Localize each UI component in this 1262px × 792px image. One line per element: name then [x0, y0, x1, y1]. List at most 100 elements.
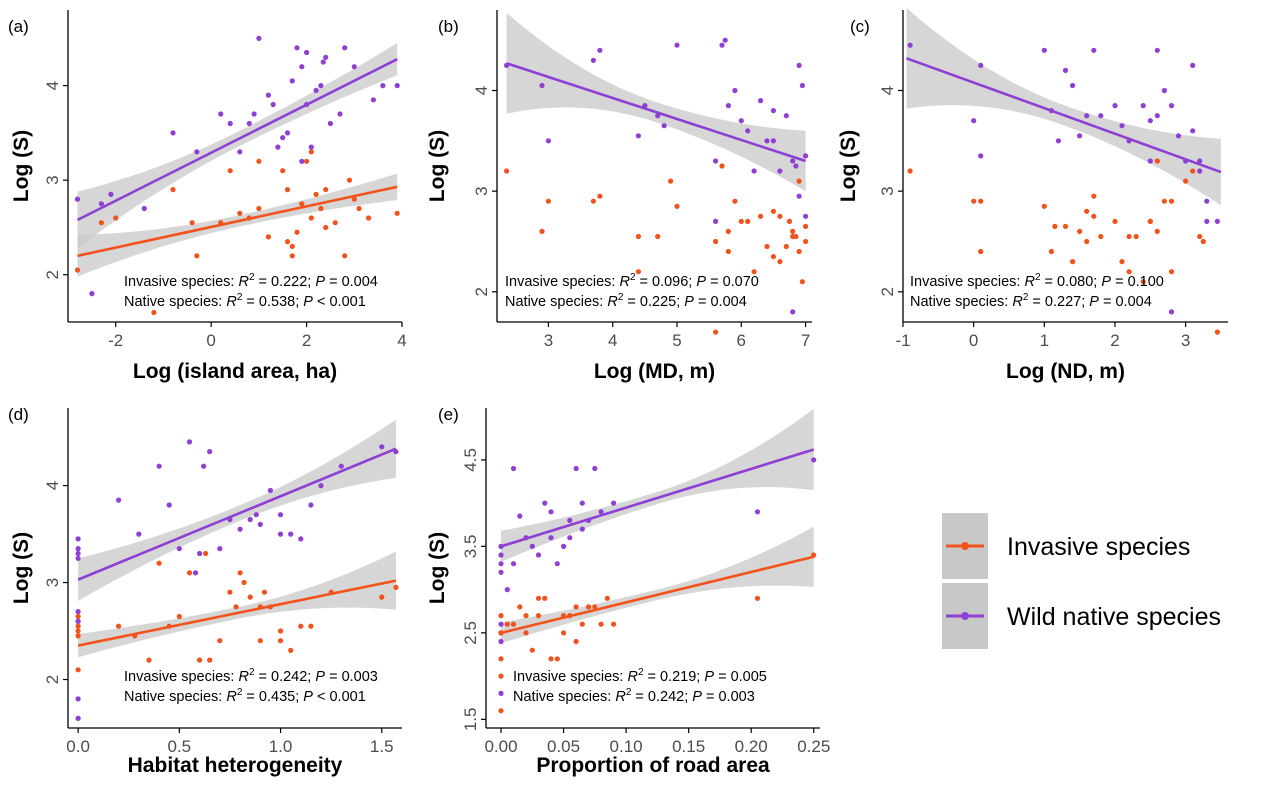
native-point — [277, 531, 284, 537]
stat-annotation: Native species: R2 = 0.225; P = 0.004 — [505, 292, 747, 310]
invasive-point — [713, 329, 719, 335]
native-point — [379, 444, 385, 450]
native-point — [796, 62, 802, 68]
native-point — [170, 130, 176, 136]
legend-label: Invasive species — [1007, 533, 1190, 561]
native-point — [393, 449, 399, 455]
native-point — [75, 609, 81, 615]
native-point — [338, 463, 344, 469]
native-point — [275, 144, 281, 150]
native-point — [1140, 103, 1146, 109]
native-point — [523, 535, 529, 541]
native-point — [253, 512, 259, 518]
confidence-band — [506, 13, 806, 192]
y-tick-label: 2.5 — [461, 621, 480, 645]
invasive-point — [328, 589, 334, 595]
invasive-point — [713, 238, 719, 245]
y-tick-label: 4.5 — [461, 448, 480, 472]
invasive-point — [770, 254, 777, 260]
chart-panel: (b) 3 4 5 6 7 2 3 4 Log (MD, m) Log (S) Invasive sp… — [426, 10, 812, 383]
invasive-point — [498, 630, 504, 636]
native-point — [803, 153, 809, 159]
invasive-fit-line — [500, 555, 815, 635]
native-point — [308, 502, 314, 508]
invasive-point — [393, 584, 399, 591]
invasive-point — [971, 198, 977, 204]
invasive-point — [535, 595, 542, 601]
x-tick-label: 0.0 — [66, 737, 90, 756]
invasive-point — [786, 218, 793, 224]
y-tick-label: 4 — [472, 86, 491, 95]
native-point — [783, 113, 789, 119]
invasive-point — [725, 228, 732, 234]
x-tick-label: 0 — [969, 331, 978, 350]
native-point — [1190, 128, 1196, 134]
native-point — [1154, 113, 1160, 119]
native-point — [770, 138, 777, 144]
y-axis-title: Log (S) — [837, 130, 860, 202]
x-tick-label: 6 — [737, 331, 746, 350]
stat-annotation: Native species: R2 = 0.242; P = 0.003 — [513, 687, 755, 705]
native-point — [74, 196, 81, 202]
native-point — [1161, 87, 1167, 94]
native-point — [1147, 158, 1153, 164]
invasive-point — [351, 196, 357, 202]
native-point — [299, 158, 305, 164]
native-point — [1048, 108, 1054, 114]
invasive-point — [346, 177, 353, 183]
y-axis-title: Log (S) — [10, 532, 33, 604]
invasive-point — [75, 613, 81, 620]
invasive-point — [597, 193, 603, 199]
native-point — [351, 64, 357, 70]
invasive-point — [261, 589, 267, 595]
x-axis-title: Habitat heterogeneity — [128, 754, 343, 777]
confidence-band — [78, 419, 396, 601]
invasive-point — [1168, 198, 1175, 204]
native-point — [1197, 168, 1203, 174]
panel-letter: (d) — [8, 405, 29, 424]
native-point — [370, 97, 376, 103]
chart-panel: (d) 0.0 0.5 1.0 1.5 2 3 4 Habitat heterogeneity L… — [8, 405, 402, 777]
invasive-point — [592, 604, 598, 610]
y-tick-label: 1.5 — [461, 708, 480, 732]
invasive-point — [548, 656, 554, 662]
x-axis-title: Proportion of road area — [536, 754, 770, 777]
native-point — [764, 138, 770, 144]
panel-letter: (b) — [438, 17, 459, 36]
invasive-point — [156, 560, 162, 566]
invasive-point — [294, 229, 300, 235]
native-point — [298, 536, 304, 542]
invasive-point — [1048, 248, 1054, 255]
stat-annotation: Invasive species: R2 = 0.222; P = 0.004 — [124, 272, 378, 290]
invasive-point — [1119, 259, 1125, 265]
invasive-point — [535, 613, 542, 619]
native-point — [277, 512, 284, 518]
invasive-point — [561, 630, 567, 636]
invasive-point — [604, 595, 610, 601]
invasive-point — [257, 604, 263, 610]
native-point — [1168, 103, 1175, 109]
y-axis-title: Log (S) — [426, 532, 449, 604]
invasive-point — [1200, 238, 1206, 245]
native-point — [529, 543, 535, 550]
x-tick-label: 1 — [1040, 331, 1049, 350]
native-point — [75, 715, 81, 721]
invasive-point — [203, 550, 209, 557]
invasive-point — [719, 163, 725, 169]
x-tick-label: 7 — [801, 331, 810, 350]
panel-letter: (e) — [438, 405, 459, 424]
invasive-point — [256, 205, 262, 212]
stat-annotation: Native species: R2 = 0.227; P = 0.004 — [910, 292, 1152, 310]
invasive-point — [561, 613, 567, 619]
native-point — [194, 149, 200, 155]
native-point — [304, 101, 310, 108]
native-point — [498, 543, 504, 550]
native-point — [796, 193, 802, 199]
invasive-point — [1070, 259, 1076, 265]
invasive-point — [116, 623, 122, 629]
invasive-point — [510, 621, 517, 627]
invasive-point — [523, 613, 529, 619]
invasive-point — [1126, 233, 1132, 240]
invasive-point — [770, 208, 777, 214]
native-point — [394, 83, 400, 89]
